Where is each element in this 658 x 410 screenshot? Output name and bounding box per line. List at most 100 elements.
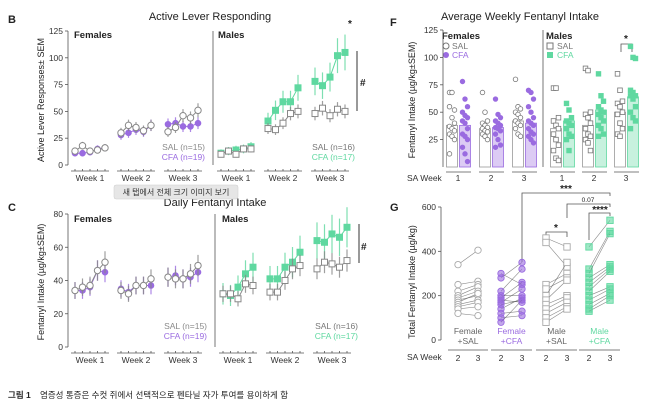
week-label: Week 3 xyxy=(316,173,345,183)
females-sal-point xyxy=(71,147,79,155)
males-cfa-point xyxy=(336,233,343,241)
panel-c-females-label: Females xyxy=(74,214,112,225)
females-sal-point xyxy=(186,114,195,122)
subject-point xyxy=(518,265,526,273)
females-sal-dot xyxy=(512,76,519,83)
subject-point xyxy=(474,311,482,320)
males-cfa-dot xyxy=(632,118,639,124)
panel-c-f-y-tick-label: 60 xyxy=(54,242,64,252)
females-sal-dot xyxy=(517,122,524,129)
males-sal-dot xyxy=(550,147,557,154)
males-cfa-point xyxy=(279,98,287,106)
panel-f-y-tick-label: 50 xyxy=(429,107,439,117)
males-sal-point xyxy=(296,262,304,270)
females-sal-dot xyxy=(517,114,524,121)
sig-p-value: 0.07 xyxy=(582,197,595,204)
females-sal-point xyxy=(139,126,148,135)
group-label-line1: Male xyxy=(590,326,609,336)
males-cfa-dot xyxy=(568,122,575,129)
pair-line xyxy=(588,231,611,270)
females-cfa-dot xyxy=(497,142,504,148)
males-sal-dot xyxy=(555,125,562,132)
sig-bracket-quad xyxy=(588,212,611,240)
females-cfa-dot xyxy=(530,131,537,137)
males-cfa-point xyxy=(321,238,328,246)
males-sal-dot xyxy=(617,87,623,93)
panel-f-title: Average Weekly Fentanyl Intake xyxy=(441,11,599,23)
males-sal-point xyxy=(289,265,296,273)
males-cfa-point xyxy=(343,223,351,231)
males-cfa-dot xyxy=(568,114,575,121)
subject-point xyxy=(563,276,571,284)
females-cfa-dot xyxy=(528,89,534,96)
males-sal-bar xyxy=(614,111,626,168)
males-sal-dot xyxy=(619,109,626,115)
pair-line xyxy=(457,249,479,265)
females-sal-dot xyxy=(512,125,519,132)
females-sal-dot xyxy=(451,136,458,143)
males-sal-point xyxy=(311,110,319,118)
females-sal-point xyxy=(132,123,140,132)
females-sal-dot xyxy=(484,118,491,124)
females-sal-dot xyxy=(484,136,491,143)
females-sal-point xyxy=(101,144,109,152)
males-cfa-dot xyxy=(600,118,607,124)
females-sal-dot xyxy=(451,120,458,126)
females-cfa-dot xyxy=(492,131,499,137)
males-cfa-dot xyxy=(568,133,575,140)
panel-g-y-tick-label: 400 xyxy=(422,246,436,256)
males-sal-point xyxy=(225,147,232,155)
subject-point xyxy=(585,307,593,315)
males-sal-dot xyxy=(619,98,626,104)
females-sal-point xyxy=(147,121,155,130)
sig-quad-star: **** xyxy=(592,205,608,216)
pair-line xyxy=(545,262,568,296)
females-sal-dot xyxy=(446,151,453,157)
females-cfa-dot xyxy=(530,122,537,129)
males-sal-point xyxy=(234,295,242,303)
females-sal-point xyxy=(93,146,102,154)
panel-b-letter: B xyxy=(8,14,16,26)
panel-c-males-label: Males xyxy=(222,214,248,225)
panel-f-legend-f-cfa: CFA xyxy=(452,50,469,60)
week-label: Week 1 xyxy=(224,355,253,365)
subject-point xyxy=(518,278,526,287)
males-sal-dot xyxy=(614,71,621,77)
females-sal-point xyxy=(86,147,94,155)
males-cfa-dot xyxy=(563,125,570,132)
sa-week-label: 3 xyxy=(608,353,613,363)
pair-line xyxy=(500,299,523,323)
subject-point xyxy=(454,280,462,289)
panel-c-legend-f-cfa: CFA (n=19) xyxy=(164,331,207,341)
open-image-tooltip[interactable]: 새 탭에서 전체 크기 이미지 보기 xyxy=(113,184,239,200)
sa-week-label: 3 xyxy=(520,353,525,363)
males-sal-point xyxy=(294,107,302,115)
panel-b-legend-m-sal: SAL (n=16) xyxy=(312,142,355,152)
females-cfa-point xyxy=(179,123,187,130)
panel-f-females-label: Females xyxy=(442,31,480,42)
females-cfa-point xyxy=(79,149,86,157)
subject-point xyxy=(474,303,482,311)
panel-g-letter: G xyxy=(390,202,399,214)
caption-label: 그림 1 xyxy=(8,390,31,400)
subject-point xyxy=(497,274,505,282)
males-sal-dot xyxy=(617,120,623,126)
sa-week-label: 1 xyxy=(560,173,565,183)
panel-b-f-y-tick-label: 25 xyxy=(54,133,64,143)
sig-single-star: * xyxy=(554,223,558,234)
females-sal-point xyxy=(117,286,125,295)
females-sal-point xyxy=(171,275,180,283)
panel-f-y-tick-label: 25 xyxy=(429,135,439,145)
males-sal-point xyxy=(326,112,334,120)
panel-b-legend-f-sal: SAL (n=15) xyxy=(162,142,205,152)
females-cfa-dot xyxy=(464,104,471,110)
panel-f-xrow-label: SA Week xyxy=(407,173,443,183)
legend-sal-circle-icon xyxy=(442,42,450,50)
males-sal-point xyxy=(334,105,341,113)
females-sal-dot xyxy=(446,104,453,110)
females-sal-point xyxy=(124,290,133,298)
males-sal-point xyxy=(219,290,227,298)
males-cfa-point xyxy=(334,52,341,60)
males-sal-dot xyxy=(555,114,562,121)
